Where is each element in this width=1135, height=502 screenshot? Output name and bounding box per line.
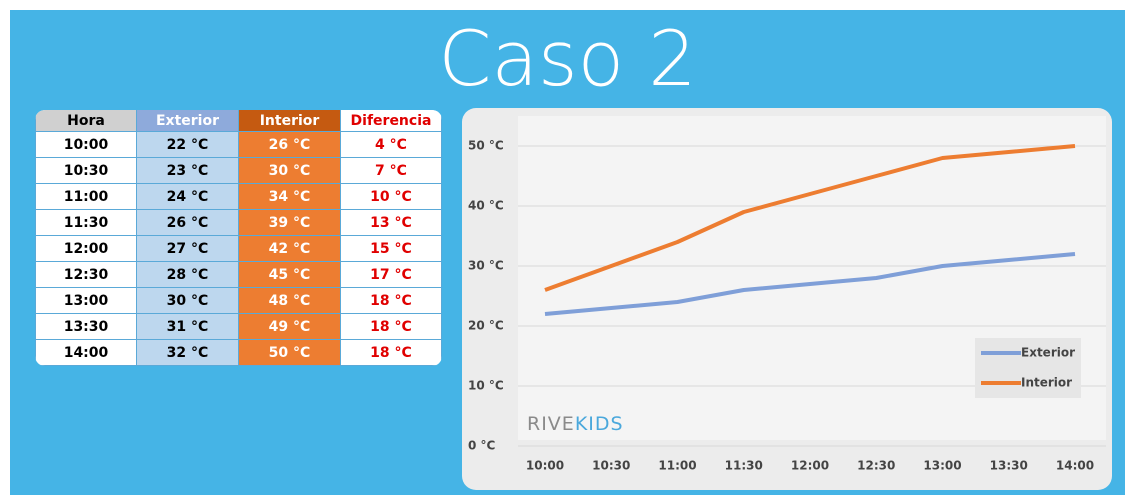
legend-label: Interior — [1021, 376, 1072, 390]
y-tick-label: 20 °C — [468, 319, 504, 333]
table-cell: 26 °C — [238, 131, 341, 158]
watermark-part: KIDS — [575, 413, 624, 435]
y-tick-label: 10 °C — [468, 379, 504, 393]
table-row: 13:00 30 °C 48 °C 18 °C — [35, 287, 442, 314]
table-cell: 48 °C — [238, 287, 341, 314]
table-cell: 42 °C — [238, 235, 341, 262]
x-tick-label: 12:30 — [857, 459, 895, 473]
table-cell: 22 °C — [136, 131, 239, 158]
line-series — [544, 144, 1076, 292]
table-cell: 4 °C — [340, 131, 442, 158]
watermark: RIVEKIDS — [527, 413, 624, 435]
data-table: Hora Exterior Interior Diferencia 10:00 22 °C… — [35, 110, 442, 366]
table-row: 14:00 32 °C 50 °C 18 °C — [35, 339, 442, 366]
y-tick-label: 0 °C — [468, 439, 496, 453]
x-tick-label: 13:30 — [990, 459, 1028, 473]
x-tick-label: 11:30 — [725, 459, 763, 473]
table-cell: 31 °C — [136, 313, 239, 340]
table-cell: 11:00 — [35, 183, 137, 210]
table-cell: 28 °C — [136, 261, 239, 288]
table-cell: 45 °C — [238, 261, 341, 288]
table-cell: 10:00 — [35, 131, 137, 158]
table-cell: 17 °C — [340, 261, 442, 288]
x-tick-label: 11:00 — [658, 459, 696, 473]
y-tick-label: 40 °C — [468, 199, 504, 213]
table-row: 11:30 26 °C 39 °C 13 °C — [35, 209, 442, 236]
table-cell: 18 °C — [340, 339, 442, 366]
table-cell: 50 °C — [238, 339, 341, 366]
table-row: 13:30 31 °C 49 °C 18 °C — [35, 313, 442, 340]
line-series — [544, 252, 1076, 316]
table-cell: 10 °C — [340, 183, 442, 210]
y-tick-label: 50 °C — [468, 139, 504, 153]
table-cell: 49 °C — [238, 313, 341, 340]
table-cell: 30 °C — [136, 287, 239, 314]
slide-title: Caso 2 — [438, 14, 697, 103]
table-cell: 10:30 — [35, 157, 137, 184]
table-row: 12:30 28 °C 45 °C 17 °C — [35, 261, 442, 288]
y-tick-label: 30 °C — [468, 259, 504, 273]
table-row: 10:30 23 °C 30 °C 7 °C — [35, 157, 442, 184]
table-cell: 13:30 — [35, 313, 137, 340]
table-cell: 18 °C — [340, 313, 442, 340]
legend-box — [975, 338, 1081, 398]
table-cell: Diferencia — [340, 110, 442, 132]
table-cell: Exterior — [136, 110, 239, 132]
x-tick-label: 10:00 — [526, 459, 564, 473]
watermark-part: RIVE — [527, 413, 575, 435]
table-cell: 32 °C — [136, 339, 239, 366]
x-tick-label: 14:00 — [1056, 459, 1094, 473]
table-row: 11:00 24 °C 34 °C 10 °C — [35, 183, 442, 210]
x-tick-label: 12:00 — [791, 459, 829, 473]
table-cell: 23 °C — [136, 157, 239, 184]
legend-label: Exterior — [1021, 346, 1075, 360]
x-tick-label: 13:00 — [923, 459, 961, 473]
table-cell: 27 °C — [136, 235, 239, 262]
table-cell: 18 °C — [340, 287, 442, 314]
x-tick-label: 10:30 — [592, 459, 630, 473]
table-cell: 30 °C — [238, 157, 341, 184]
table-cell: 12:30 — [35, 261, 137, 288]
table-row: 10:00 22 °C 26 °C 4 °C — [35, 131, 442, 158]
table-cell: 7 °C — [340, 157, 442, 184]
